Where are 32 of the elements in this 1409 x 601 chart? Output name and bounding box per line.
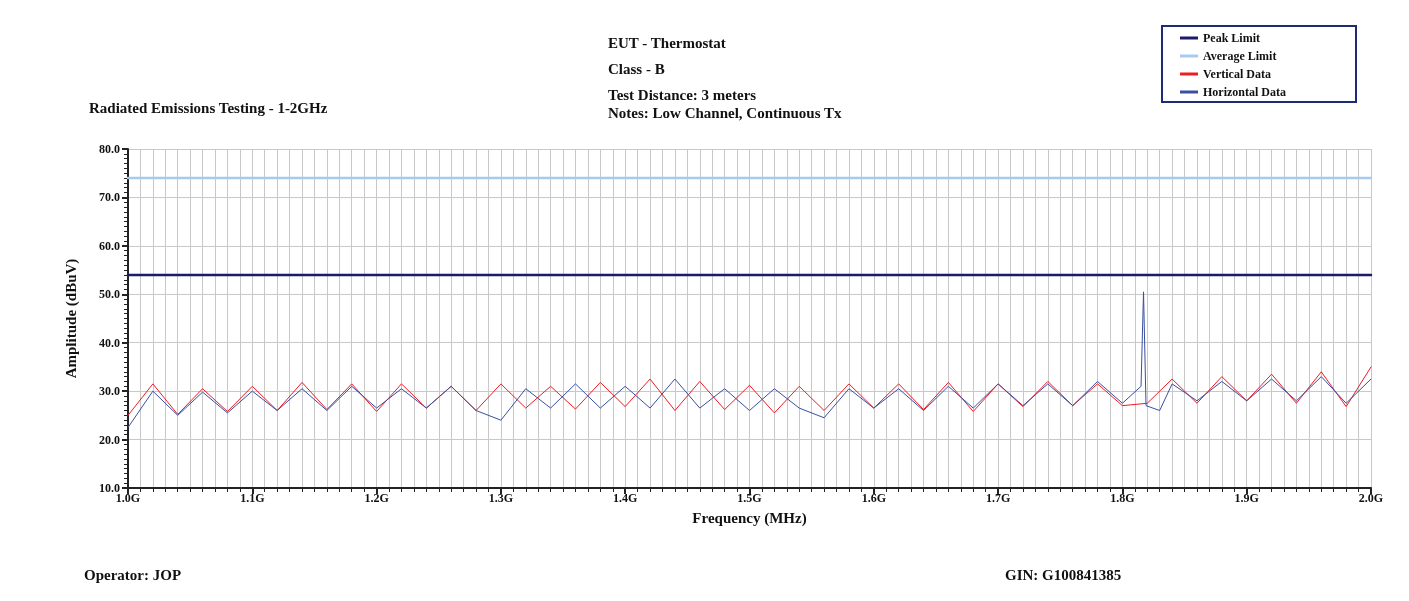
x-tick-label: 1.4G bbox=[613, 491, 638, 505]
x-tick-label: 1.1G bbox=[240, 491, 265, 505]
chart-title: Radiated Emissions Testing - 1-2GHz bbox=[89, 99, 328, 116]
text: Test Distance: 3 meters bbox=[608, 86, 757, 103]
legend-label: Horizontal Data bbox=[1203, 85, 1287, 99]
y-tick-label: 30.0 bbox=[99, 384, 120, 399]
text: EUT - Thermostat bbox=[608, 34, 726, 51]
line-series bbox=[127, 366, 1372, 416]
text: Class - B bbox=[608, 60, 665, 77]
x-tick-label: 1.5G bbox=[737, 491, 762, 505]
x-tick-label: 1.9G bbox=[1234, 491, 1259, 505]
x-tick-label: 1.6G bbox=[861, 491, 886, 505]
y-tick-label: 70.0 bbox=[99, 190, 120, 205]
y-tick-label: 40.0 bbox=[99, 335, 120, 350]
x-tick-label: 1.3G bbox=[488, 491, 514, 505]
line-series bbox=[127, 291, 1372, 428]
text: GIN: G100841385 bbox=[1005, 566, 1122, 583]
x-axis-title: Frequency (MHz) bbox=[692, 509, 807, 527]
x-tick-label: 1.2G bbox=[364, 491, 389, 505]
legend-label: Average Limit bbox=[1203, 49, 1277, 63]
text: Notes: Low Channel, Continuous Tx bbox=[608, 104, 843, 121]
y-tick-label: 80.0 bbox=[99, 142, 120, 156]
x-tick-label: 2.0G bbox=[1358, 491, 1384, 505]
y-tick-label: 60.0 bbox=[99, 238, 120, 253]
y-axis-title: Amplitude (dBuV) bbox=[62, 258, 80, 379]
y-tick-label: 20.0 bbox=[99, 432, 120, 447]
x-tick-label: 1.7G bbox=[985, 491, 1011, 505]
y-tick-label: 50.0 bbox=[99, 287, 120, 302]
x-tick-label: 1.8G bbox=[1110, 491, 1135, 505]
legend-label: Peak Limit bbox=[1203, 31, 1261, 45]
legend-label: Vertical Data bbox=[1203, 67, 1271, 81]
text: Operator: JOP bbox=[84, 566, 182, 583]
